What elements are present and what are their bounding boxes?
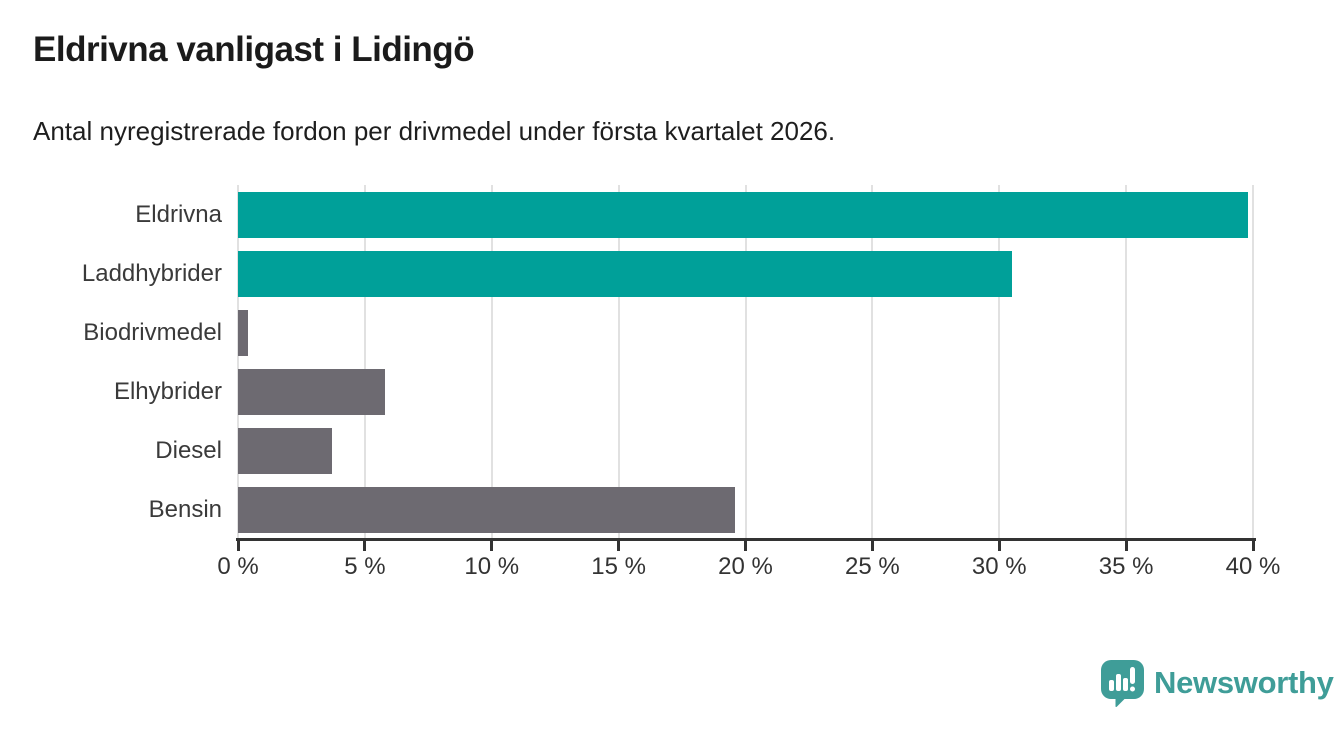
speech-bubble-shape: [1101, 660, 1144, 707]
x-tick-mark: [744, 540, 747, 551]
category-label: Biodrivmedel: [83, 318, 222, 346]
bar-biodrivmedel: [238, 309, 249, 356]
x-tick-label: 5 %: [344, 553, 386, 580]
x-tick-label: 10 %: [464, 553, 520, 580]
x-tick-label: 15 %: [591, 553, 646, 580]
logo-wordmark: Newsworthy: [1154, 665, 1334, 700]
exclamation-stem: [1130, 667, 1135, 684]
exclamation-dot: [1130, 686, 1135, 692]
category-label: Bensin: [148, 496, 222, 524]
category-label: Laddhybrider: [81, 259, 222, 287]
gridline: [1252, 185, 1254, 540]
plot-area: [237, 185, 1254, 540]
x-tick-label: 40 %: [1225, 553, 1281, 580]
gridline: [490, 185, 493, 540]
x-tick-mark: [236, 540, 240, 551]
x-tick-label: 30 %: [971, 553, 1027, 580]
x-tick-mark: [490, 540, 494, 551]
gridline: [744, 185, 747, 540]
category-label: Elhybrider: [113, 378, 222, 406]
x-tick-mark: [870, 540, 874, 551]
gridline: [617, 185, 620, 540]
chart-subtitle: Antal nyregistrerade fordon per drivmede…: [33, 116, 836, 146]
category-label: Eldrivna: [135, 200, 222, 228]
gridline: [1125, 185, 1128, 540]
bar-small: [1109, 680, 1114, 691]
bar-laddhybrider: [238, 250, 1012, 297]
gridline: [363, 185, 366, 540]
y-axis-labels: Eldrivna Laddhybrider Biodrivmedel Elhybrid…: [0, 185, 222, 540]
x-tick-mark: [1124, 540, 1128, 551]
bar-tall: [1116, 674, 1121, 691]
x-tick-mark: [363, 540, 367, 551]
x-tick-mark: [1251, 540, 1255, 551]
x-tick-mark: [617, 540, 621, 551]
chart-title: Eldrivna vanligast i Lidingö: [33, 30, 475, 69]
bar-bensin: [238, 487, 736, 534]
x-axis: 0 % 5 % 10 % 15 % 20 % 25 % 30 % 35 % 40 %: [217, 540, 1280, 600]
newsworthy-logo: Newsworthy: [1100, 659, 1334, 707]
bar-diesel: [238, 428, 332, 475]
newsworthy-logo-icon: [1101, 660, 1144, 707]
x-tick-label: 35 %: [1098, 553, 1154, 580]
category-label: Diesel: [155, 437, 222, 465]
gridline: [998, 185, 1001, 540]
bar-elhybrider: [238, 369, 386, 416]
bar-medium: [1123, 678, 1128, 691]
x-tick-label: 25 %: [845, 553, 900, 580]
x-tick-label: 20 %: [718, 553, 773, 580]
x-tick-mark: [997, 540, 1001, 551]
x-axis-line: [236, 538, 1256, 541]
gridline: [871, 185, 874, 540]
x-tick-label: 0 %: [217, 553, 259, 580]
bar-eldrivna: [238, 191, 1248, 238]
gridline: [237, 185, 239, 540]
